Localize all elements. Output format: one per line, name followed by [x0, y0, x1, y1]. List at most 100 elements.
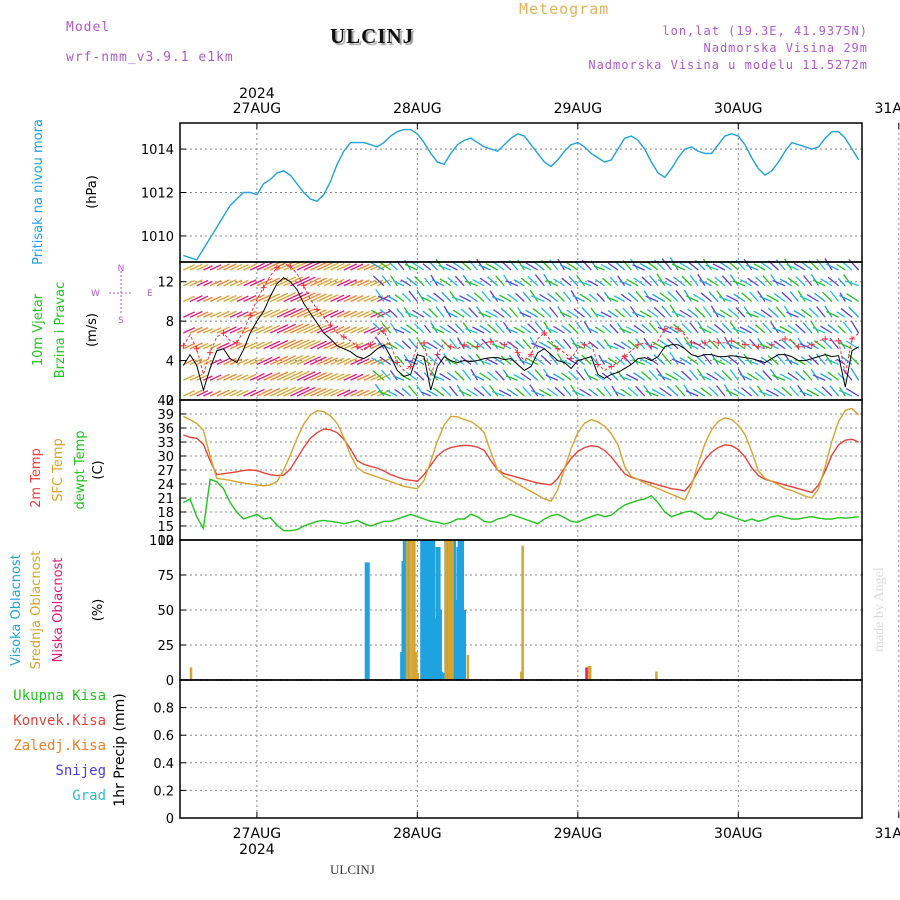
wind-barb: [754, 324, 766, 334]
wind-barb: [394, 294, 405, 303]
wind-barb: [632, 311, 645, 318]
wind-barb: [772, 374, 786, 381]
wind-barb: [622, 307, 632, 318]
wind-barb: [579, 388, 592, 397]
wind-barb: [310, 293, 327, 303]
wind-barb: [394, 388, 405, 397]
wind-barb: [203, 375, 213, 381]
wind-barb: [594, 326, 605, 334]
gust-marker: [782, 335, 789, 342]
wind-barb: [388, 261, 398, 271]
wind-barb: [573, 308, 585, 318]
lonlat-label: lon,lat (19.3E, 41.9375N): [662, 24, 868, 38]
wind-barb: [343, 310, 357, 318]
wind-barb: [789, 291, 799, 302]
wind-barb: [588, 293, 599, 302]
wind-barb: [838, 389, 853, 397]
wind-barb: [553, 373, 565, 381]
wind-barb: [276, 307, 297, 318]
wind-barb: [336, 389, 351, 397]
wind-barb: [249, 278, 265, 287]
wind-barb: [376, 263, 391, 271]
model-elevation-label: Nadmorska Visina u modelu 11.5272m: [588, 58, 868, 72]
cloud-high-bar: [460, 610, 466, 680]
wind-barb: [627, 339, 639, 350]
wind-barb: [343, 326, 357, 334]
wind-barb: [578, 280, 592, 287]
wind-barb: [316, 356, 333, 366]
wind-barb: [767, 307, 779, 318]
wind-barb: [553, 278, 565, 287]
wind-axis-title: 10m Vjetar: [31, 293, 46, 366]
wind-barb: [376, 310, 391, 318]
wind-barb: [445, 311, 458, 318]
ytick-label: 12: [157, 276, 174, 291]
wind-barb: [799, 295, 813, 303]
wind-barb: [607, 310, 619, 318]
bottom-year-label: 2024: [239, 842, 275, 858]
wind-barb: [310, 372, 327, 381]
wind-barb: [350, 358, 364, 366]
wind-barb: [330, 388, 345, 397]
wind-barb: [827, 276, 840, 287]
wind-barb: [772, 327, 786, 334]
wind-barb: [596, 292, 606, 302]
gust-marker: [273, 264, 280, 271]
wind-barb: [296, 323, 316, 334]
wind-barb: [243, 326, 257, 334]
wind-barb: [435, 258, 445, 271]
wind-barb: [475, 306, 485, 318]
wind-barb: [236, 390, 249, 397]
wind-barb: [460, 308, 472, 318]
wind-barb: [627, 387, 639, 397]
wind-barb: [502, 321, 512, 334]
wind-barb: [525, 357, 539, 366]
wind-barb: [795, 276, 806, 287]
wind-barb: [491, 343, 505, 350]
wind-barb: [440, 386, 452, 397]
cloud-mid-axis-title: Srednja Oblacnost: [29, 551, 44, 670]
wind-barb: [363, 389, 377, 397]
wind-barb: [799, 390, 813, 397]
wind-barb: [514, 387, 525, 397]
wind-barb: [553, 325, 565, 334]
wind-barb: [433, 339, 445, 350]
wind-barb: [648, 322, 659, 334]
wind-barb: [659, 292, 672, 303]
wind-barb: [249, 325, 265, 334]
ytick-label: 1012: [141, 187, 174, 202]
wind-barb: [739, 373, 752, 381]
gust-marker: [675, 326, 682, 333]
wind-barb: [249, 294, 265, 303]
gust-marker: [768, 341, 775, 348]
wind-barb: [223, 373, 237, 381]
wind-barb: [572, 342, 585, 350]
cloud-high-bar: [422, 547, 428, 680]
wind-barb: [793, 310, 806, 318]
wind-barb: [639, 357, 652, 366]
wind-barb: [489, 290, 499, 302]
wind-barb: [249, 372, 265, 381]
wind-barb: [820, 278, 833, 287]
wind-barb: [378, 295, 391, 303]
wind-barb: [741, 387, 753, 397]
wind-barb: [189, 373, 203, 381]
wind-barb: [646, 261, 659, 271]
wind-barb: [594, 278, 605, 287]
wind-barb: [713, 371, 726, 381]
wind-barb: [462, 322, 472, 334]
gust-marker: [300, 282, 307, 289]
wind-barb: [263, 293, 281, 303]
wind-barb: [316, 278, 333, 287]
wind-barb: [290, 386, 310, 397]
wind-barb: [781, 386, 793, 397]
wind-barb: [683, 336, 693, 350]
wind-barb: [641, 323, 652, 334]
wind-barb: [596, 387, 606, 397]
wind-barb: [263, 324, 281, 334]
wind-barb: [370, 309, 385, 318]
wind-barb: [826, 310, 839, 318]
wind-barb: [439, 278, 452, 287]
wind-barb: [269, 308, 289, 318]
wind-barb: [581, 307, 592, 318]
